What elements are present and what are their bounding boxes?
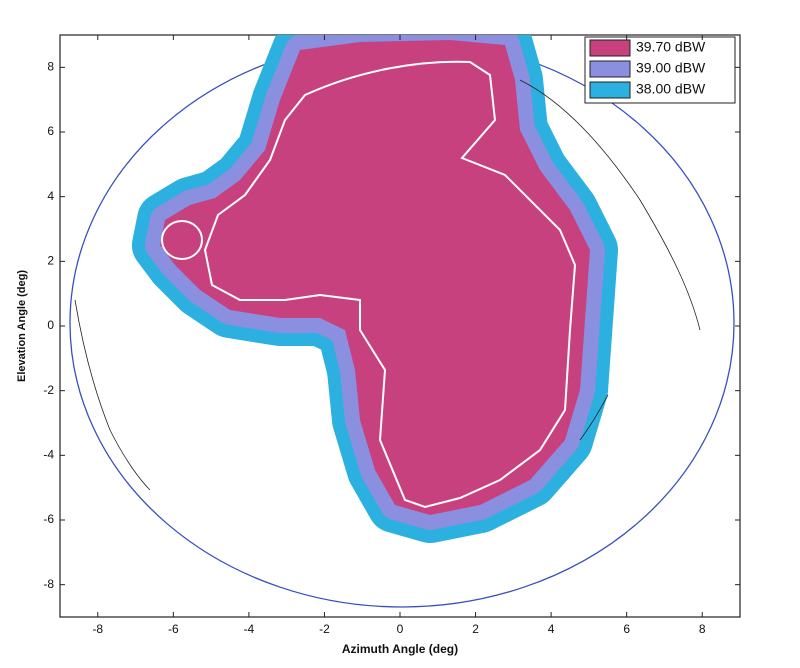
legend: 39.70 dBW 39.00 dBW 38.00 dBW xyxy=(584,36,736,104)
legend-label: 38.00 dBW xyxy=(636,81,706,97)
y-tick-label: 2 xyxy=(47,254,54,268)
contour-line xyxy=(161,220,203,260)
y-tick-label: 8 xyxy=(47,60,54,74)
x-tick-label: -6 xyxy=(168,622,179,636)
x-tick-label: 2 xyxy=(472,622,479,636)
contour-line xyxy=(203,60,577,509)
coastline xyxy=(579,394,609,441)
x-tick-label: 4 xyxy=(548,622,555,636)
legend-label: 39.00 dBW xyxy=(636,60,706,76)
coastline xyxy=(74,299,151,491)
legend-swatch xyxy=(589,60,631,78)
x-axis-label: Azimuth Angle (deg) xyxy=(342,642,458,656)
x-tick-label: 8 xyxy=(699,622,706,636)
map xyxy=(69,35,735,608)
y-tick-label: -2 xyxy=(43,383,54,397)
coverage-region xyxy=(160,40,590,515)
x-tick-label: 6 xyxy=(623,622,630,636)
y-tick-label: 6 xyxy=(47,124,54,138)
legend-swatch xyxy=(589,39,631,57)
y-axis-label: Elevation Angle (deg) xyxy=(16,270,28,382)
x-tick-label: -4 xyxy=(244,622,255,636)
coastline xyxy=(519,79,701,331)
x-tick-label: 0 xyxy=(397,622,404,636)
y-tick-label: -4 xyxy=(43,448,54,462)
y-tick-label: 4 xyxy=(47,189,54,203)
legend-label: 39.70 dBW xyxy=(636,39,706,55)
y-tick-label: -8 xyxy=(43,577,54,591)
coverage xyxy=(132,35,618,543)
x-tick-label: -2 xyxy=(319,622,330,636)
y-tick-label: 0 xyxy=(47,318,54,332)
x-tick-label: -8 xyxy=(92,622,103,636)
y-tick-label: -6 xyxy=(43,512,54,526)
legend-swatch xyxy=(589,81,631,99)
